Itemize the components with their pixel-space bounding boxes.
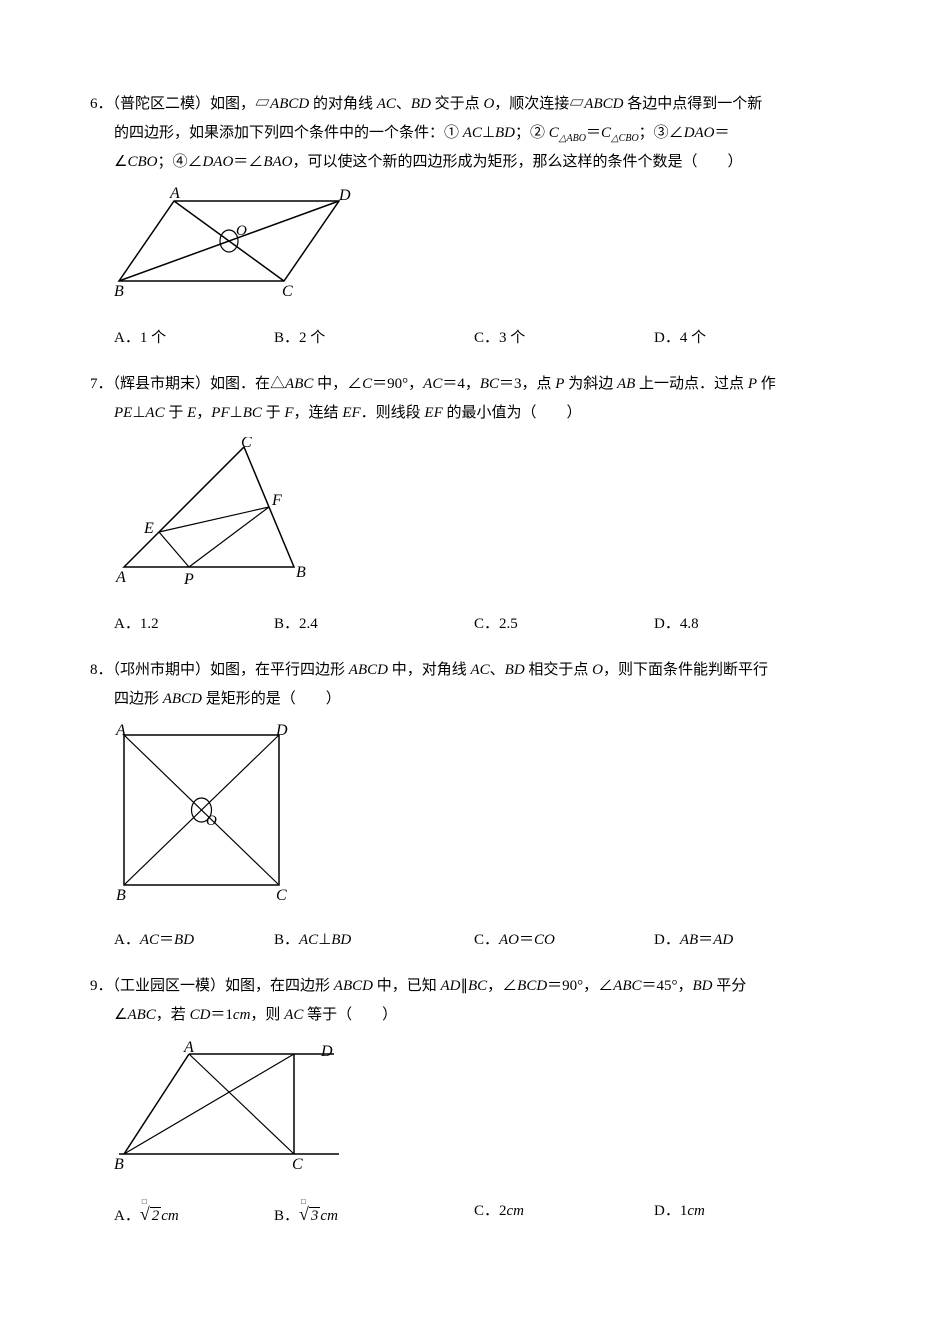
label-D: D (320, 1043, 333, 1060)
q9-optA: A．□√2cm (114, 1197, 274, 1231)
q6-optD: D．4 个 (654, 324, 706, 353)
q6-figure: A D B C O (114, 186, 860, 312)
question-7: 7．（辉县市期末）如图．在△ABC 中，∠C＝90°，AC＝4，BC＝3，点 P… (90, 370, 860, 638)
q9-optC: C．2cm (474, 1197, 654, 1231)
label-A: A (115, 723, 126, 739)
question-8: 8．（邛州市期中）如图，在平行四边形 ABCD 中，对角线 AC、BD 相交于点… (90, 656, 860, 954)
question-6: 6．（普陀区二模）如图，▱ABCD 的对角线 AC、BD 交于点 O，顺次连接▱… (90, 90, 860, 352)
trapezoid-diagram: A D B C (114, 1039, 344, 1174)
q8-optC: C．AO＝CO (474, 926, 654, 955)
q7-optA: A．1.2 (114, 610, 274, 639)
label-A: A (115, 569, 126, 586)
label-E: E (143, 520, 154, 537)
parallelogram-diagram: A D B C O (114, 186, 354, 301)
q7-options: A．1.2 B．2.4 C．2.5 D．4.8 (114, 610, 860, 639)
q7-figure: A B C P E F (114, 437, 860, 598)
q8-options: A．AC＝BD B．AC⊥BD C．AO＝CO D．AB＝AD (114, 926, 860, 955)
label-C: C (282, 283, 293, 300)
rect-diag-diagram: A D B C O (114, 723, 294, 903)
label-F: F (271, 492, 282, 509)
q6-options: A．1 个 B．2 个 C．3 个 D．4 个 (114, 324, 860, 353)
q6-line3: ∠CBO；④∠DAO＝∠BAO，可以使这个新的四边形成为矩形，那么这样的条件个数… (90, 148, 860, 177)
label-B: B (114, 1156, 124, 1173)
label-D: D (275, 723, 288, 739)
q9-figure: A D B C (114, 1039, 860, 1185)
q7-text: 7．（辉县市期末）如图．在△ABC 中，∠C＝90°，AC＝4，BC＝3，点 P… (90, 370, 860, 399)
label-A: A (183, 1039, 194, 1056)
q9-optB: B．□√3cm (274, 1197, 474, 1231)
q6-line2: 的四边形，如果添加下列四个条件中的一个条件：① AC⊥BD；② C△ABO＝C△… (90, 119, 860, 148)
label-P: P (183, 571, 194, 587)
q9-num: 9． (90, 978, 113, 994)
label-C: C (292, 1156, 303, 1173)
label-A: A (169, 186, 180, 202)
label-B: B (116, 887, 126, 903)
q8-figure: A D B C O (114, 723, 860, 914)
q7-optD: D．4.8 (654, 610, 699, 639)
q9-text: 9．（工业园区一模）如图，在四边形 ABCD 中，已知 AD∥BC，∠BCD＝9… (90, 972, 860, 1001)
q8-optA: A．AC＝BD (114, 926, 274, 955)
q8-text: 8．（邛州市期中）如图，在平行四边形 ABCD 中，对角线 AC、BD 相交于点… (90, 656, 860, 685)
q7-line2: PE⊥AC 于 E，PF⊥BC 于 F，连结 EF．则线段 EF 的最小值为（ … (90, 399, 860, 428)
label-O: O (236, 223, 247, 239)
q9-line2: ∠ABC，若 CD＝1cm，则 AC 等于（ ） (90, 1001, 860, 1030)
q6-text: 6．（普陀区二模）如图，▱ABCD 的对角线 AC、BD 交于点 O，顺次连接▱… (90, 90, 860, 119)
q7-num: 7． (90, 376, 113, 392)
q8-optD: D．AB＝AD (654, 926, 733, 955)
right-triangle-diagram: A B C P E F (114, 437, 314, 587)
label-O: O (206, 813, 217, 829)
q6-num: 6． (90, 96, 113, 112)
q9-optD: D．1cm (654, 1197, 705, 1231)
q8-num: 8． (90, 662, 113, 678)
q7-optB: B．2.4 (274, 610, 474, 639)
q9-options: A．□√2cm B．□√3cm C．2cm D．1cm (114, 1197, 860, 1231)
q6-optC: C．3 个 (474, 324, 654, 353)
label-B: B (296, 564, 306, 581)
label-C: C (241, 437, 252, 451)
label-C: C (276, 887, 287, 903)
label-D: D (338, 187, 351, 204)
q6-optA: A．1 个 (114, 324, 274, 353)
q8-line2: 四边形 ABCD 是矩形的是（ ） (90, 685, 860, 714)
label-B: B (114, 283, 124, 300)
q6-optB: B．2 个 (274, 324, 474, 353)
q8-optB: B．AC⊥BD (274, 926, 474, 955)
q7-optC: C．2.5 (474, 610, 654, 639)
question-9: 9．（工业园区一模）如图，在四边形 ABCD 中，已知 AD∥BC，∠BCD＝9… (90, 972, 860, 1231)
